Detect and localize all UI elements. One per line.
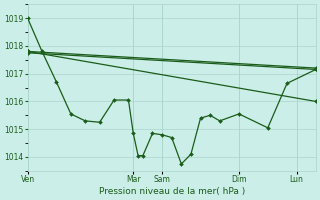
X-axis label: Pression niveau de la mer( hPa ): Pression niveau de la mer( hPa ) — [99, 187, 245, 196]
